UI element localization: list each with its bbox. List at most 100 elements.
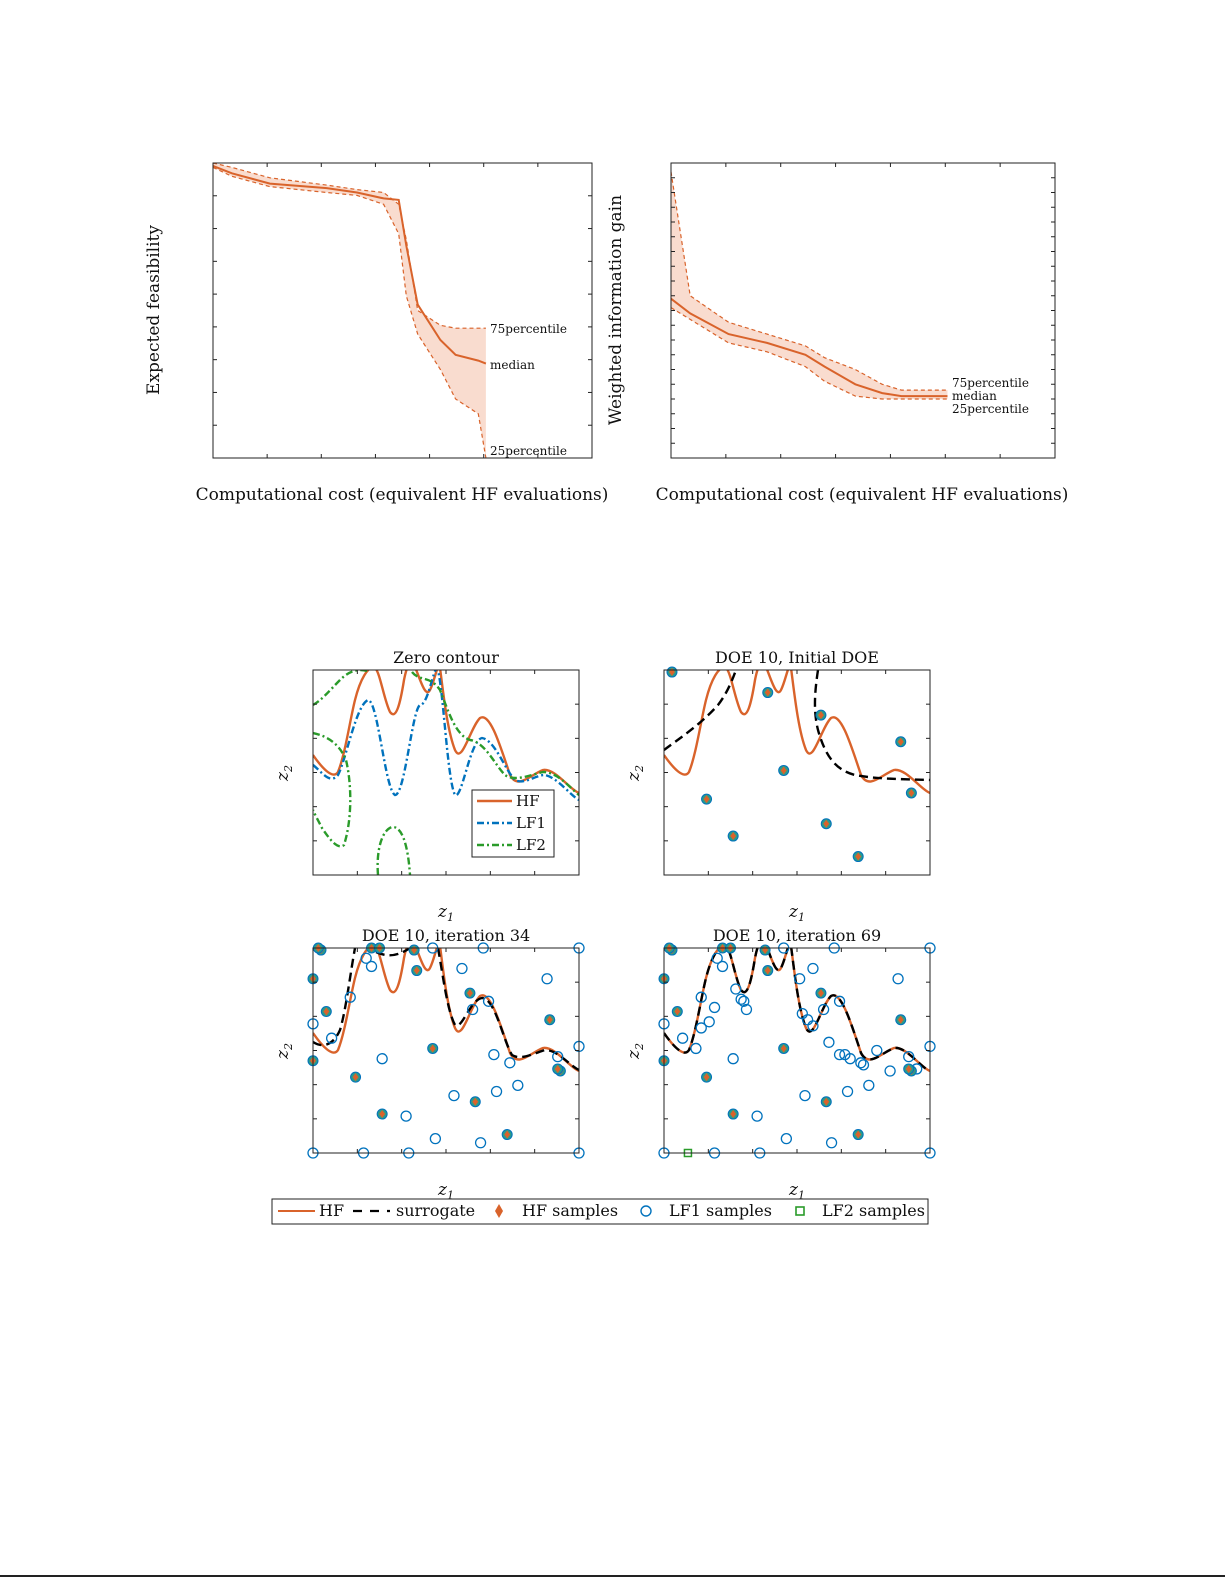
hf-contour-line <box>313 948 579 1073</box>
lf1-sample-marker <box>833 1048 846 1061</box>
lf1-sample-marker <box>482 995 495 1007</box>
hf-sample-diamond <box>780 1044 787 1053</box>
axis-ticks <box>664 948 930 1153</box>
left-25percentile-line <box>212 166 487 459</box>
lf1-sample-marker <box>871 1044 883 1057</box>
hf-sample-diamond <box>546 1015 553 1024</box>
expected-feasibility-chart: 75percentile median 25percentile Expecte… <box>144 162 609 505</box>
lf2-contour-loop <box>313 731 352 848</box>
left-annotation-75: 75percentile <box>490 322 567 336</box>
legend-lf1-samples-marker <box>640 1205 652 1217</box>
lf1-sample-marker <box>780 1133 793 1145</box>
lf1-sample-marker <box>448 1089 460 1102</box>
hf-sample-diamond <box>730 1110 737 1119</box>
hf-sample-diamond <box>823 819 830 828</box>
left-percentile-band <box>213 163 486 458</box>
hf-sample-diamond <box>897 737 904 746</box>
y-axis-label: z2 <box>273 765 295 782</box>
x-axis-label: z1 <box>788 1180 805 1202</box>
hf-sample-diamond <box>413 966 420 975</box>
shared-legend: HF surrogate HF samples LF1 samples LF2 … <box>271 1198 929 1225</box>
lf1-sample-marker <box>360 952 372 964</box>
right-median-line <box>670 297 948 398</box>
right-x-axis-label: Computational cost (equivalent HF evalua… <box>656 485 1069 505</box>
hf-sample-diamond <box>780 766 787 775</box>
panel-title: DOE 10, iteration 34 <box>362 926 530 945</box>
hf-sample-diamond <box>823 1097 830 1106</box>
legend-hf-samples-marker <box>495 1204 503 1218</box>
x-axis-label: z1 <box>788 902 805 924</box>
lf1-sample-marker <box>738 995 750 1007</box>
inner-legend: HF LF1 LF2 <box>471 789 555 858</box>
panel-title: DOE 10, iteration 69 <box>713 926 881 945</box>
hf-sample-diamond <box>554 1064 561 1073</box>
lf1-sample-marker <box>711 952 723 964</box>
lf1-sample-marker <box>727 1053 739 1065</box>
right-annotation-median: median <box>952 389 997 403</box>
legend-label-lf2: LF2 <box>516 836 546 854</box>
panel-zero-contour: Zero contour HF LF1 LF2 z1 z2 <box>273 648 580 924</box>
lf1-sample-marker <box>844 1053 856 1065</box>
hf-contour-line <box>313 670 579 795</box>
hf-sample-diamond <box>730 832 737 841</box>
lf2-contour-bottom <box>376 825 412 875</box>
hf-sample-diamond <box>379 1110 386 1119</box>
lf1-sample-marker <box>857 1059 870 1071</box>
lf1-sample-marker <box>735 993 747 1005</box>
y-axis-label: z2 <box>624 1043 646 1060</box>
lf1-sample-marker <box>817 1003 830 1016</box>
legend-surrogate-label: surrogate <box>396 1201 475 1220</box>
lf1-sample-marker <box>823 1036 835 1048</box>
lf1-sample-marker <box>552 1051 564 1063</box>
page-bottom-rule <box>0 1575 1225 1577</box>
hf-sample-diamond <box>855 1130 862 1139</box>
axis-ticks <box>664 670 930 875</box>
hf-sample-diamond <box>817 711 824 720</box>
lf1-sample-marker <box>799 1089 811 1102</box>
panel-initial-doe: DOE 10, Initial DOE z1 z2 <box>624 648 931 924</box>
left-y-axis-label: Expected feasibility <box>144 225 164 395</box>
lf1-sample-marker <box>855 1057 867 1069</box>
panel-iteration-69: DOE 10, iteration 69 z1 z2 <box>624 926 936 1202</box>
sample-points <box>658 942 936 1159</box>
left-axis-ticks <box>213 163 592 458</box>
lf1-sample-marker <box>541 973 553 985</box>
hf-sample-diamond <box>429 1044 436 1053</box>
hf-contour-line <box>664 948 930 1073</box>
panel-title: DOE 10, Initial DOE <box>715 648 879 667</box>
lf1-sample-marker <box>794 973 806 985</box>
axis-ticks <box>313 948 579 1153</box>
y-axis-label: z2 <box>624 765 646 782</box>
hf-contour-line <box>664 670 930 795</box>
left-x-axis-label: Computational cost (equivalent HF evalua… <box>196 485 609 505</box>
lf1-sample-marker <box>466 1003 479 1016</box>
panel-iteration-34: DOE 10, iteration 34 z1 z2 <box>273 926 585 1202</box>
hf-sample-diamond <box>703 795 710 804</box>
lf1-sample-marker <box>429 1133 442 1145</box>
lf1-sample-marker <box>807 962 819 975</box>
lf1-sample-marker <box>474 1137 487 1149</box>
hf-sample-diamond <box>764 966 771 975</box>
hf-sample-diamond <box>897 1015 904 1024</box>
hf-sample-diamond <box>472 1097 479 1106</box>
lf1-sample-marker <box>708 1001 721 1014</box>
lf1-sample-marker <box>344 991 356 1003</box>
hf-sample-diamond <box>352 1073 359 1082</box>
hf-sample-points <box>666 666 917 863</box>
information-gain-chart: 75percentile median 25percentile Weighte… <box>606 162 1069 505</box>
hf-sample-diamond <box>323 1007 330 1016</box>
lf1-sample-marker <box>456 962 468 975</box>
surrogate-line <box>664 948 930 1073</box>
lf1-sample-marker <box>807 1020 819 1032</box>
lf1-sample-marker <box>751 1110 763 1122</box>
lf1-sample-marker <box>716 960 729 973</box>
left-annotation-25: 25percentile <box>490 444 567 458</box>
lf1-sample-marker <box>833 995 846 1007</box>
right-y-axis-label: Weighted information gain <box>606 195 626 425</box>
right-axis-ticks <box>671 163 1055 458</box>
x-axis-label: z1 <box>437 902 454 924</box>
legend-hf-samples-label: HF samples <box>522 1201 618 1220</box>
legend-hf-label: HF <box>319 1201 344 1220</box>
